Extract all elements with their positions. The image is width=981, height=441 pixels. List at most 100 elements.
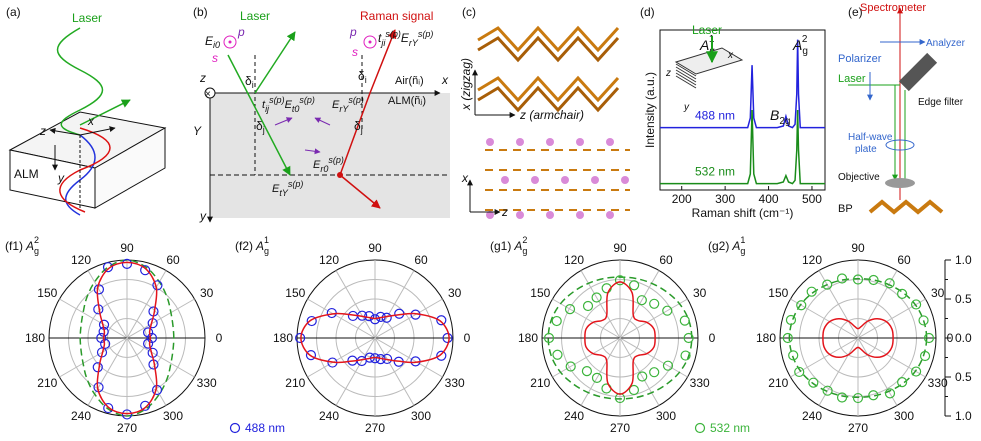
text: i0 <box>213 40 220 50</box>
ray <box>369 29 397 94</box>
legend-label: 532 nm <box>710 421 750 435</box>
fit-line <box>584 281 656 395</box>
grid-spoke <box>790 298 859 339</box>
label: tjis(p)ErYs(p) <box>378 29 433 48</box>
arrow <box>79 99 131 126</box>
data-point <box>836 273 848 284</box>
angle-label: 120 <box>319 253 339 267</box>
atom <box>576 211 584 219</box>
angle-label: 270 <box>365 421 385 435</box>
angle-label: 120 <box>564 253 584 267</box>
data-point <box>629 280 640 291</box>
text: s(p) <box>328 155 344 165</box>
data-point <box>910 366 922 377</box>
text: A <box>792 37 802 53</box>
x-tick-label: 500 <box>802 192 822 206</box>
angle-label: 90 <box>120 241 134 255</box>
peak-label: Ag2 <box>792 34 808 57</box>
panel-a: (a) Laser z x y ALM <box>6 5 167 216</box>
point <box>337 172 343 178</box>
z-axis <box>204 87 216 99</box>
label: Laser <box>72 11 102 25</box>
angle-label: 90 <box>368 241 382 255</box>
fit-line <box>822 317 894 359</box>
text: t0 <box>292 104 300 114</box>
grid-spoke <box>857 337 898 406</box>
grid-spoke <box>87 270 128 339</box>
fit-line <box>300 312 450 364</box>
spectrum-line <box>660 109 825 185</box>
inset-layer <box>675 75 697 89</box>
angle-label: 210 <box>37 376 57 390</box>
angle-label: 120 <box>802 253 822 267</box>
data-point <box>918 315 929 326</box>
grid-spoke <box>580 337 621 406</box>
label: δi <box>245 74 254 90</box>
label: s <box>212 51 218 65</box>
text: j <box>262 125 265 135</box>
text: s(p) <box>299 95 315 105</box>
s-pol <box>363 35 377 49</box>
scale-label: 0.5 <box>955 370 972 384</box>
atom <box>591 176 599 184</box>
lattice <box>485 149 630 211</box>
chart-title: (f2) Ag1 <box>235 235 269 256</box>
text: δ <box>358 69 365 83</box>
data-point <box>679 315 690 326</box>
data-point <box>884 388 896 399</box>
scale-label: 0.5 <box>955 292 972 306</box>
label: p <box>237 25 245 39</box>
text: rY <box>339 104 349 114</box>
data-point <box>788 350 799 361</box>
legend-label: 532 nm <box>695 165 735 179</box>
panel-label: (c) <box>462 5 476 19</box>
angle-label: 300 <box>163 409 183 423</box>
text: g <box>740 246 745 256</box>
label: Laser <box>240 9 270 23</box>
text: 2 <box>34 235 39 245</box>
label: z <box>665 68 671 79</box>
text: s(p) <box>418 29 434 39</box>
grid-spoke <box>374 298 443 339</box>
angle-label: 150 <box>768 286 788 300</box>
angle-label: 180 <box>273 331 293 345</box>
text: B <box>770 107 779 123</box>
grid-spoke <box>552 298 621 339</box>
atom <box>546 211 554 219</box>
angle-label: 330 <box>928 376 948 390</box>
label: y <box>57 171 65 185</box>
data-point <box>680 350 691 361</box>
data-point <box>919 350 931 362</box>
angle-label: 0 <box>464 331 471 345</box>
text: 1 <box>740 235 745 245</box>
data-point <box>442 332 453 344</box>
angle-label: 120 <box>71 253 91 267</box>
text: δ <box>245 74 252 88</box>
label: x <box>461 171 469 185</box>
data-point <box>897 288 908 299</box>
label: Polarizer <box>838 53 882 65</box>
data-point <box>102 262 114 273</box>
label: Edge filter <box>918 97 964 108</box>
panel-label: (a) <box>6 5 21 19</box>
inset-layer <box>675 69 697 83</box>
data-point <box>806 286 817 297</box>
label: Laser <box>838 73 866 85</box>
angle-label: 300 <box>411 409 431 423</box>
x-tick-label: 200 <box>672 192 692 206</box>
legend-label: 488 nm <box>245 421 285 435</box>
label: Half-wave <box>848 132 893 143</box>
text: (f1) <box>5 239 23 253</box>
data-point <box>564 304 576 315</box>
atom <box>576 138 584 146</box>
fit-dashed <box>79 259 175 417</box>
angle-label: 330 <box>690 376 710 390</box>
label: Raman signal <box>360 9 433 23</box>
text: E <box>313 159 321 171</box>
fit-line <box>96 261 158 415</box>
data-point <box>305 350 317 361</box>
bonds <box>485 149 630 211</box>
label: BP <box>838 203 853 215</box>
data-point <box>140 400 151 411</box>
text: δ <box>354 119 361 133</box>
